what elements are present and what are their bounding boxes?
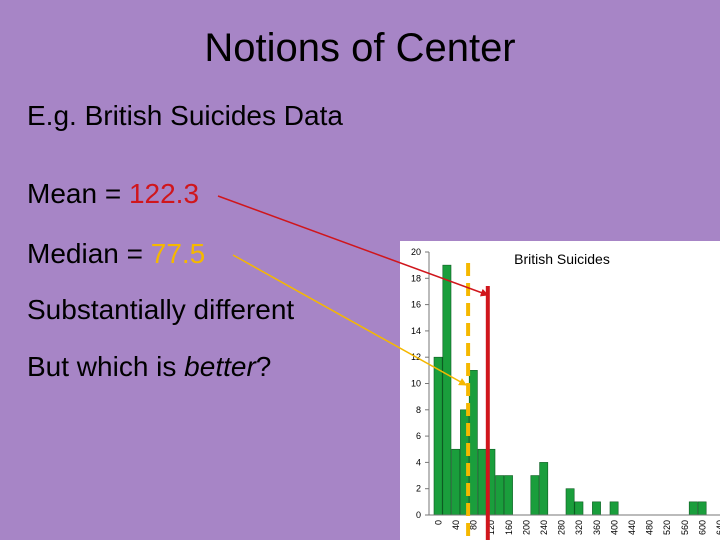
x-tick-label: 560 — [680, 520, 690, 535]
x-tick-label: 80 — [469, 520, 479, 530]
histogram-bar — [609, 501, 619, 516]
x-tick-label: 360 — [592, 520, 602, 535]
question-line: But which is better? — [27, 351, 271, 383]
question-prefix: But which is — [27, 351, 185, 382]
x-tick-label: 240 — [539, 520, 549, 535]
histogram-bar — [451, 448, 461, 516]
histogram-bar — [565, 488, 575, 516]
x-tick-label: 480 — [645, 520, 655, 535]
mean-line: Mean = 122.3 — [27, 178, 199, 210]
y-tick-label: 14 — [411, 326, 421, 336]
example-line: E.g. British Suicides Data — [27, 100, 343, 131]
x-tick-label: 640 — [715, 520, 720, 535]
histogram-bar — [433, 356, 443, 516]
x-tick-label: 40 — [451, 520, 461, 530]
x-tick-label: 160 — [504, 520, 514, 535]
x-tick-label: 200 — [521, 520, 531, 535]
y-tick-label: 20 — [411, 247, 421, 257]
y-tick-label: 8 — [416, 405, 421, 415]
x-tick-label: 520 — [662, 520, 672, 535]
histogram-bar — [592, 501, 601, 516]
x-tick-label: 120 — [486, 520, 496, 535]
histogram-bar — [697, 501, 707, 516]
mean-arrow — [217, 195, 489, 297]
x-tick-label: 320 — [574, 520, 584, 535]
histogram-bar — [574, 501, 584, 516]
x-tick-label: 280 — [557, 520, 567, 535]
y-tick-label: 18 — [411, 273, 421, 283]
y-tick-label: 16 — [411, 300, 421, 310]
y-tick-label: 0 — [416, 510, 421, 520]
median-line: Median = 77.5 — [27, 238, 205, 270]
y-tick-label: 10 — [411, 379, 421, 389]
chart-title: British Suicides — [514, 251, 610, 267]
histogram-bar — [442, 264, 452, 516]
x-tick-label: 440 — [627, 520, 637, 535]
histogram-bar — [688, 501, 698, 516]
y-tick-label: 4 — [416, 457, 421, 467]
mean-value: 122.3 — [128, 178, 200, 209]
difference-line: Substantially different — [27, 294, 295, 325]
histogram-bar — [468, 370, 478, 516]
median-value: 77.5 — [150, 238, 206, 269]
histogram-bar — [530, 475, 540, 516]
median-arrow — [232, 254, 467, 386]
median-label: Median = — [27, 238, 151, 269]
histogram-bar — [504, 475, 513, 516]
histogram-bar — [495, 475, 505, 516]
y-tick-label: 2 — [416, 484, 421, 494]
slide-title: Notions of Center — [204, 26, 516, 70]
histogram-bar — [539, 462, 549, 516]
mean-label: Mean = — [27, 178, 129, 209]
question-suffix: ? — [255, 351, 272, 382]
x-tick-label: 600 — [697, 520, 707, 535]
question-italic: better — [184, 351, 256, 382]
x-tick-label: 0 — [433, 520, 443, 525]
histogram-bar — [477, 448, 487, 516]
x-tick-label: 400 — [609, 520, 619, 535]
y-tick-label: 6 — [416, 431, 421, 441]
